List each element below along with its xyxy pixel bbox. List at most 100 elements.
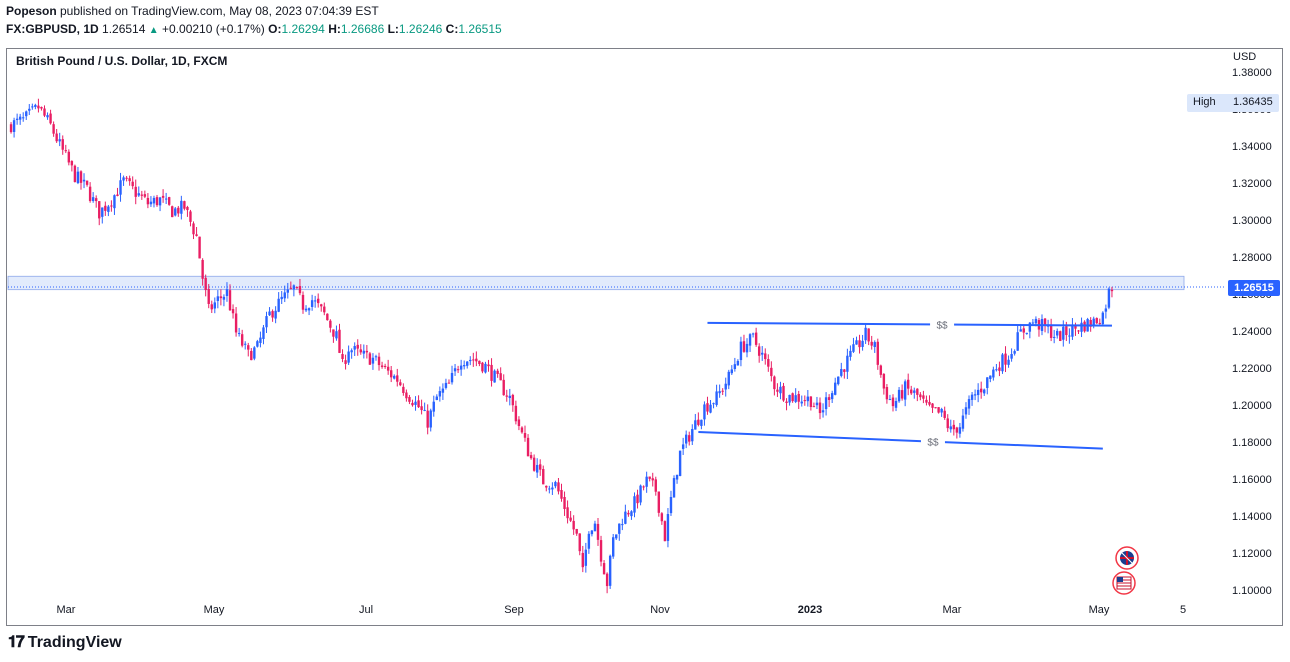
candle-body xyxy=(575,528,578,534)
candle-body xyxy=(678,450,682,476)
candle-body xyxy=(514,405,518,422)
candle-body xyxy=(684,434,688,444)
candle-body xyxy=(727,371,730,386)
resistance-zone xyxy=(7,275,1185,291)
candle-body xyxy=(508,395,511,399)
candle-body xyxy=(213,302,217,309)
candle-body xyxy=(761,352,764,355)
candle-body xyxy=(791,393,794,402)
candle-body xyxy=(903,381,907,400)
brand-name: TradingView xyxy=(27,634,122,651)
candle-body xyxy=(140,194,144,196)
candle-body xyxy=(164,198,168,200)
candle-body xyxy=(624,511,627,524)
candle-body xyxy=(347,351,350,363)
candle-body xyxy=(621,524,624,526)
candle-body xyxy=(104,205,107,211)
candle-body xyxy=(855,340,858,345)
y-tick-label: 1.32000 xyxy=(1232,178,1272,190)
candle-body xyxy=(721,390,724,392)
candle-body xyxy=(958,427,962,434)
candle-body xyxy=(1059,331,1062,341)
candle-body xyxy=(37,105,40,109)
candle-body xyxy=(748,334,752,346)
candle-body xyxy=(414,401,417,405)
candle-body xyxy=(438,391,442,397)
close-value: 1.26515 xyxy=(458,22,502,36)
candle-body xyxy=(666,514,670,541)
candle-body xyxy=(94,198,98,202)
candle-body xyxy=(697,419,700,425)
x-tick-label: Mar xyxy=(942,604,962,616)
candle-body xyxy=(934,407,937,409)
candle-body xyxy=(216,296,220,301)
candle-body xyxy=(389,370,393,378)
candle-body xyxy=(101,207,104,217)
candle-body xyxy=(28,108,31,111)
candle-body xyxy=(973,394,977,396)
candle-body xyxy=(1068,335,1071,337)
x-tick-label: May xyxy=(1088,604,1110,616)
candle-body xyxy=(1104,308,1108,312)
candle-body xyxy=(73,165,77,182)
candle-body xyxy=(605,573,609,587)
candle-body xyxy=(910,389,913,394)
candle-body xyxy=(688,435,691,442)
candle-body xyxy=(475,358,478,362)
candle-body xyxy=(253,347,256,359)
x-tick-label: May xyxy=(203,604,225,616)
candle-body xyxy=(423,409,426,411)
line-label: $$ xyxy=(937,320,949,331)
candle-body xyxy=(295,286,299,288)
candle-body xyxy=(584,549,588,566)
publisher-name[interactable]: Popeson xyxy=(6,4,57,18)
candle-body xyxy=(61,139,64,150)
candle-body xyxy=(660,513,664,522)
candle-body xyxy=(821,410,825,413)
candle-body xyxy=(119,180,122,195)
candle-body xyxy=(320,304,323,307)
candle-body xyxy=(669,497,673,514)
high-marker-label: High xyxy=(1193,96,1216,108)
candle-body xyxy=(380,365,384,367)
candle-body xyxy=(1013,351,1016,354)
candle-body xyxy=(332,329,335,337)
x-tick-label: Jul xyxy=(358,604,374,616)
candle-body xyxy=(593,523,597,532)
candle-body xyxy=(630,511,633,517)
candle-body xyxy=(712,403,715,405)
candle-body xyxy=(277,298,280,312)
candle-body xyxy=(502,379,505,396)
candle-body xyxy=(371,357,375,364)
x-tick-label: 5 xyxy=(1179,604,1187,616)
candle-body xyxy=(873,342,876,348)
tradingview-logo[interactable]: 𝟏𝟕 TradingView xyxy=(8,634,122,652)
candle-body xyxy=(204,277,207,291)
y-tick-label: 1.24000 xyxy=(1232,326,1272,338)
candle-body xyxy=(134,186,137,197)
open-label: O: xyxy=(268,22,282,36)
candle-body xyxy=(426,410,429,428)
candle-body xyxy=(599,540,603,562)
candle-body xyxy=(511,394,515,406)
candle-body xyxy=(49,113,52,124)
candle-body xyxy=(733,364,737,370)
candle-body xyxy=(967,399,971,409)
y-tick-label: 1.22000 xyxy=(1232,363,1272,375)
candle-body xyxy=(496,370,499,374)
candle-body xyxy=(70,161,74,166)
candle-body xyxy=(1025,332,1029,334)
candle-body xyxy=(773,376,776,390)
candle-body xyxy=(517,419,521,427)
candle-body xyxy=(542,469,545,485)
candle-body xyxy=(657,491,661,513)
candle-body xyxy=(581,552,584,568)
candle-body xyxy=(490,364,493,381)
y-tick-label: 1.16000 xyxy=(1232,474,1272,486)
candle-body xyxy=(383,365,387,367)
candle-body xyxy=(137,193,140,196)
candle-body xyxy=(34,104,37,108)
candle-body xyxy=(417,400,420,408)
candle-body xyxy=(222,296,226,300)
